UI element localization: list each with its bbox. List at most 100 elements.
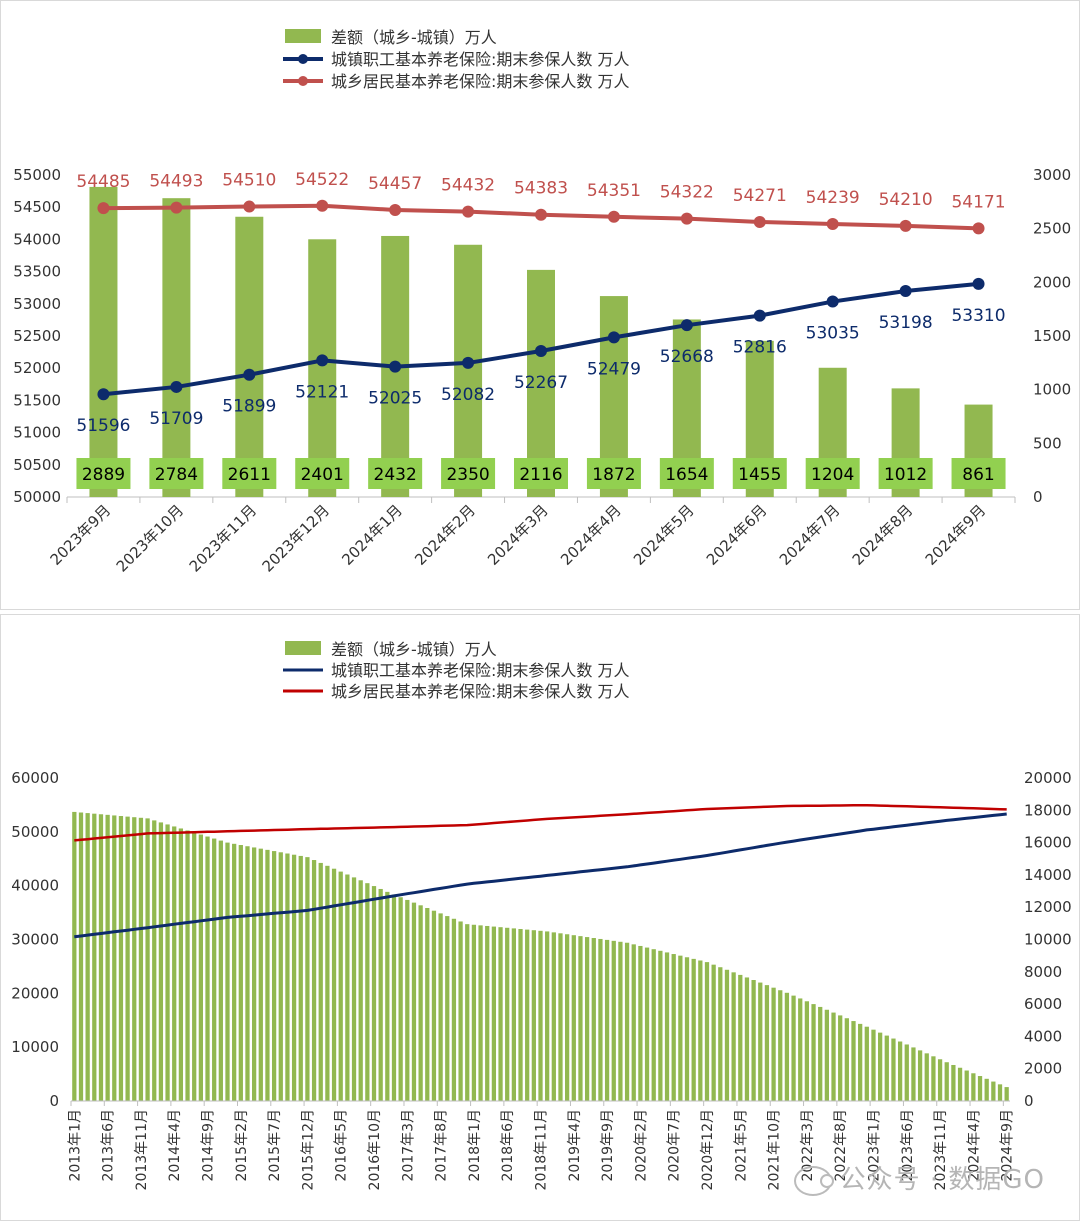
bar-difference (185, 830, 190, 1101)
rural-series-data-label: 54493 (149, 172, 203, 192)
bar-difference (311, 860, 317, 1101)
rural-series-point (170, 201, 183, 214)
bar-difference (598, 938, 603, 1101)
bar-difference (431, 910, 437, 1101)
bar-value-box (732, 458, 787, 489)
rural-series-point (753, 215, 766, 228)
x-tick-label: 2019年4月 (567, 1109, 583, 1182)
watermark-text: 公众号 · 数据GO (839, 1165, 1045, 1195)
x-tick-label: 2016年10月 (367, 1109, 383, 1190)
bar-difference (644, 947, 650, 1101)
x-tick-label: 2020年12月 (700, 1109, 716, 1190)
bar-difference (724, 969, 730, 1101)
chart-panel-bottom: 差额（城乡-城镇）万人 城镇职工基本养老保险:期末参保人数 万人 城乡居民基本养老保… (0, 614, 1080, 1221)
x-tick-label: 2015年12月 (300, 1109, 316, 1190)
bar-difference (265, 849, 270, 1101)
x-tick-label: 2022年3月 (800, 1109, 816, 1182)
rural-series-data-label: 54522 (295, 170, 349, 190)
legend-label: 城乡居民基本养老保险:期末参保人数 万人 (331, 72, 629, 91)
bar-value-box (951, 458, 1006, 489)
bar-difference (531, 930, 536, 1101)
bar-difference (731, 972, 736, 1101)
x-tick-label: 2019年9月 (600, 1109, 616, 1182)
bar-difference (711, 964, 716, 1101)
x-tick-label: 2023年11月 (933, 1109, 949, 1190)
bar-difference (478, 925, 483, 1101)
bar-difference (871, 1029, 876, 1101)
bar-difference (751, 980, 756, 1101)
urban-series-data-label: 51596 (76, 416, 130, 436)
bar-difference (178, 828, 184, 1101)
x-tick-label: 2020年2月 (633, 1109, 649, 1182)
bar-difference (118, 816, 124, 1101)
x-tick-label: 2015年2月 (234, 1109, 250, 1182)
legend-swatch-marker (298, 54, 308, 64)
x-tick-label: 2014年9月 (201, 1109, 217, 1182)
bar-difference (162, 198, 191, 497)
x-category-label: 2024年9月 (922, 501, 990, 569)
bar-difference (338, 871, 343, 1101)
watermark: 公众号 · 数据GO (793, 1159, 1045, 1196)
x-category-label: 2024年6月 (703, 501, 771, 569)
bar-difference (305, 857, 310, 1101)
left-axis-tick-label: 51000 (13, 424, 61, 442)
bar-difference (858, 1023, 863, 1101)
rural-series-point (389, 203, 402, 216)
x-category-label: 2024年1月 (338, 501, 406, 569)
right-axis-tick-label: 18000 (1024, 801, 1072, 819)
left-axis-tick-label: 10000 (11, 1038, 59, 1056)
urban-series-data-label: 53035 (806, 324, 860, 344)
bar-difference (937, 1059, 943, 1101)
bar-difference (971, 1073, 976, 1101)
bar-difference (631, 944, 636, 1101)
bar-difference (385, 891, 390, 1101)
bar-difference (638, 945, 643, 1101)
bar-value-label: 2116 (519, 465, 562, 485)
x-tick-label: 2013年6月 (101, 1109, 117, 1182)
bar-difference (318, 862, 323, 1101)
bar-difference (112, 815, 117, 1101)
right-axis-tick-label: 0 (1024, 1092, 1034, 1110)
right-axis-tick-label: 4000 (1024, 1027, 1062, 1045)
bar-difference (977, 1076, 983, 1101)
left-axis-tick-label: 60000 (11, 769, 59, 787)
bar-difference (418, 905, 423, 1101)
bar-difference (604, 939, 610, 1101)
bar-value-label: 2889 (82, 465, 125, 485)
x-tick-label: 2024年9月 (1000, 1109, 1016, 1182)
bar-difference (358, 880, 363, 1101)
right-axis-tick-label: 3000 (1033, 166, 1071, 184)
rural-series-point (607, 210, 620, 223)
bar-difference (818, 1006, 823, 1101)
x-category-label: 2023年10月 (113, 501, 187, 575)
bar-difference (92, 813, 97, 1101)
urban-series-data-label: 52267 (514, 373, 568, 393)
rural-series-point (97, 202, 110, 215)
bar-difference (798, 998, 803, 1101)
bar-difference (784, 992, 790, 1101)
rural-series-point (680, 212, 693, 225)
x-tick-label: 2024年4月 (966, 1109, 982, 1182)
bar-value-label: 2401 (301, 465, 344, 485)
bar-value-box (222, 458, 277, 489)
bar-difference (571, 935, 576, 1101)
right-axis-tick-label: 16000 (1024, 834, 1072, 852)
bar-difference (904, 1044, 909, 1101)
x-tick-label: 2018年6月 (500, 1109, 516, 1182)
rural-series-point (972, 222, 985, 235)
bar-value-box (586, 458, 641, 489)
bar-difference (238, 845, 243, 1101)
bar-difference (145, 818, 150, 1101)
bar-value-box (805, 458, 860, 489)
rural-series-point (316, 199, 329, 212)
urban-series-point (680, 319, 693, 332)
bar-value-label: 1012 (884, 465, 927, 485)
bar-difference (791, 995, 796, 1101)
bar-difference (105, 814, 110, 1101)
bar-difference (624, 942, 630, 1101)
bar-difference (325, 865, 330, 1101)
bar-difference (917, 1050, 923, 1101)
bar-difference (997, 1084, 1003, 1101)
